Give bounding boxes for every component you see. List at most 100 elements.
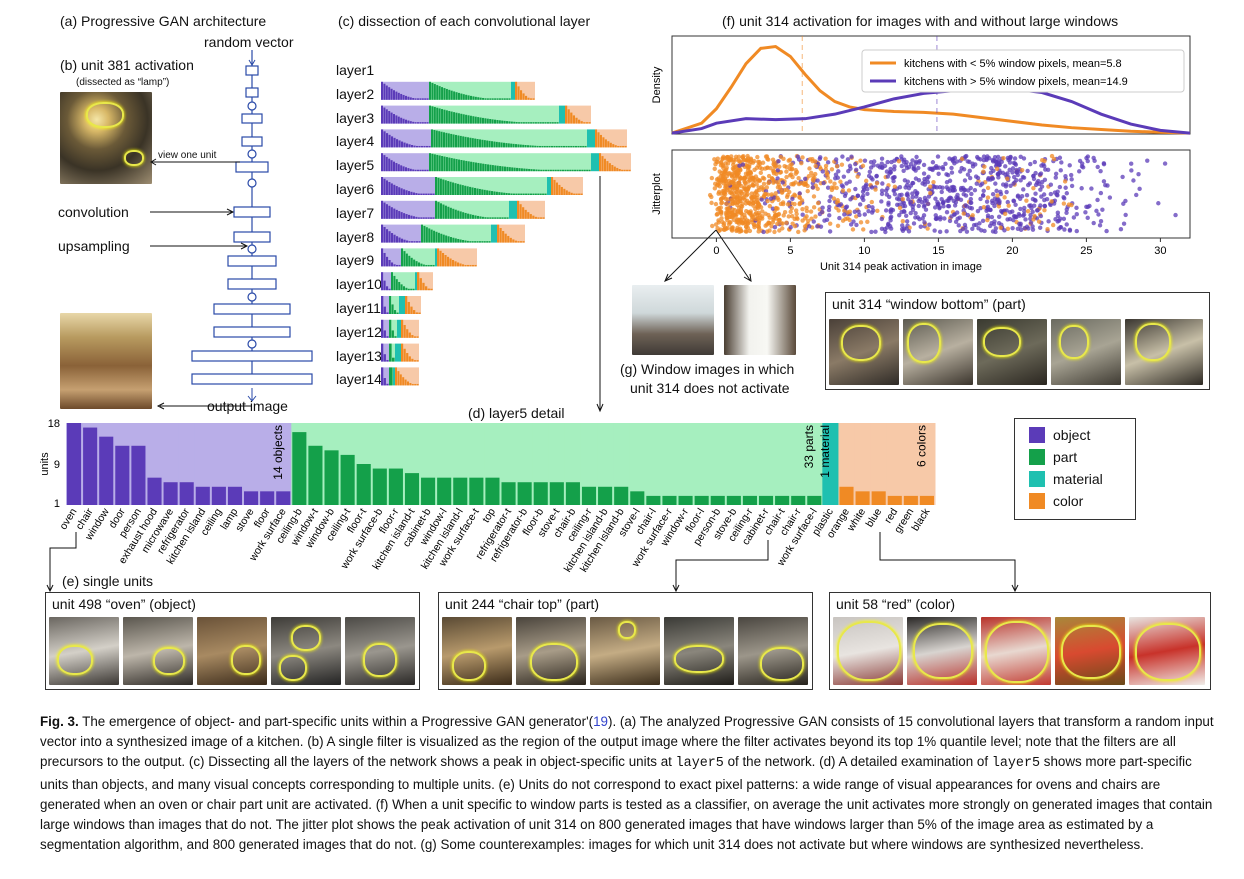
bar-label-53: black xyxy=(909,506,933,534)
bar-21 xyxy=(404,473,420,505)
layer-14-material-segment xyxy=(393,367,395,386)
layer-13-material-segment xyxy=(395,343,401,362)
view-one-unit-label: view one unit xyxy=(158,150,217,161)
bar-47 xyxy=(823,495,838,505)
legend: object part material color xyxy=(1014,418,1136,520)
layer-bar-4 xyxy=(381,129,627,148)
window-counterexample-2 xyxy=(724,285,796,355)
output-image-label: output image xyxy=(207,398,288,414)
layer-bar-13 xyxy=(381,343,419,362)
bar-9 xyxy=(211,486,226,505)
density-legend: kitchens with < 5% window pixels, mean=5… xyxy=(861,49,1185,93)
layer-label-10: layer10 xyxy=(336,276,382,293)
bar-32 xyxy=(581,486,597,505)
layer-5-material-segment xyxy=(591,153,599,172)
bar-31 xyxy=(565,482,580,505)
bar-6 xyxy=(163,482,178,505)
panel-b-subtitle: (dissected as “lamp”) xyxy=(76,77,170,88)
jitter-xlabel: Unit 314 peak activation in image xyxy=(820,261,982,273)
bar-45 xyxy=(791,495,806,505)
layer-bar-3 xyxy=(381,105,591,124)
layer-label-6: layer6 xyxy=(336,181,375,197)
legend-item-material: material xyxy=(1029,471,1103,487)
legend-item-color: color xyxy=(1029,493,1083,509)
d-ylabel: units xyxy=(40,452,51,476)
density-legend-0: kitchens with < 5% window pixels, mean=5… xyxy=(904,58,1122,70)
d-ytick-1: 9 xyxy=(54,459,60,471)
bar-39 xyxy=(694,495,709,505)
layer-label-7: layer7 xyxy=(336,204,375,221)
layer-bar-12 xyxy=(381,319,419,338)
layer-bar-14 xyxy=(381,367,419,386)
legend-item-object: object xyxy=(1029,427,1090,443)
layer-label-2: layer2 xyxy=(336,85,375,102)
unit-244-title: unit 244 “chair top” (part) xyxy=(445,596,600,612)
panel-g-title-line1: (g) Window images in which xyxy=(620,361,795,377)
unit-498-title: unit 498 “oven” (object) xyxy=(52,596,196,612)
bar-15 xyxy=(308,445,323,505)
bar-8 xyxy=(195,486,210,505)
bar-42 xyxy=(742,495,757,505)
convolution-label: convolution xyxy=(58,204,129,220)
legend-label: object xyxy=(1053,427,1091,443)
layer-10-object-segment xyxy=(381,272,391,291)
bar-17 xyxy=(340,454,355,505)
layer-6-material-segment xyxy=(547,177,551,195)
layer-12-material-segment xyxy=(397,319,401,338)
bar-48 xyxy=(839,486,854,505)
bar-30 xyxy=(549,482,564,505)
bar-50 xyxy=(871,491,886,505)
layer-bar-10 xyxy=(381,272,433,291)
bar-27 xyxy=(501,482,516,505)
d-ytick-0: 18 xyxy=(48,418,60,430)
layer-13-object-segment xyxy=(381,343,389,362)
bar-10 xyxy=(227,486,243,505)
bar-11 xyxy=(244,491,259,505)
layer-label-12: layer12 xyxy=(336,323,382,340)
jitter-xtick-6: 30 xyxy=(1154,245,1166,257)
layer-2-material-segment xyxy=(511,81,515,100)
bar-12 xyxy=(260,491,275,505)
density-legend-1: kitchens with > 5% window pixels, mean=1… xyxy=(904,76,1128,88)
group-label-0: 14 objects xyxy=(271,425,285,480)
layer-label-11: layer11 xyxy=(336,300,381,316)
caption-layer5-a: layer5 xyxy=(675,756,724,772)
unit-498-panel: unit 498 “oven” (object) xyxy=(45,592,420,690)
jitter-points xyxy=(707,153,1178,235)
window-counterexample-1 xyxy=(632,285,714,355)
legend-label: color xyxy=(1053,493,1084,509)
jitter-xtick-5: 25 xyxy=(1080,245,1092,257)
bar-51 xyxy=(887,495,902,505)
bar-24 xyxy=(453,477,468,505)
legend-swatch xyxy=(1029,449,1045,465)
layer-11-part-segment xyxy=(389,296,399,314)
legend-swatch xyxy=(1029,471,1045,487)
output-image xyxy=(60,313,152,409)
unit-314-panel: unit 314 “window bottom” (part) xyxy=(825,292,1210,390)
legend-label: part xyxy=(1053,449,1078,465)
caption-part-c: shows more part-specific units than obje… xyxy=(40,754,1213,853)
bar-26 xyxy=(485,477,500,505)
bar-46 xyxy=(807,495,822,505)
layer-label-9: layer9 xyxy=(336,252,375,269)
layer-3-material-segment xyxy=(559,105,565,124)
density-line-1 xyxy=(671,87,1191,135)
group-label-3: 6 colors xyxy=(915,425,929,467)
layer-bar-2 xyxy=(381,81,535,100)
upsampling-label: upsampling xyxy=(58,238,130,254)
panel-e-title: (e) single units xyxy=(62,573,154,589)
unit-244-panel: unit 244 “chair top” (part) xyxy=(438,592,813,690)
d-ytick-2: 1 xyxy=(54,498,60,510)
layer-label-13: layer13 xyxy=(336,347,382,364)
legend-swatch xyxy=(1029,493,1045,509)
layer-label-14: layer14 xyxy=(336,371,382,388)
caption-fig-label: Fig. 3. xyxy=(40,714,79,729)
unit-58-panel: unit 58 “red” (color) xyxy=(829,592,1211,690)
jitter-xtick-2: 10 xyxy=(858,245,870,257)
jitter-xtick-3: 15 xyxy=(932,245,944,257)
caption-reference-link[interactable]: 19 xyxy=(593,714,608,729)
layer-14-object-segment xyxy=(381,367,389,386)
bar-2 xyxy=(99,436,114,505)
layer-13-part-segment xyxy=(389,343,395,362)
figure-caption: Fig. 3. The emergence of object- and par… xyxy=(40,712,1220,855)
